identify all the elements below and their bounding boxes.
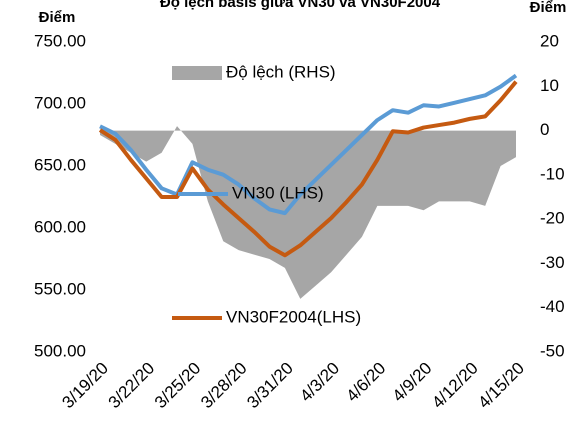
- y-tick-label: 500.00: [34, 341, 86, 360]
- series-line: [99, 73, 518, 216]
- legend-swatch: [172, 66, 222, 80]
- y2-tick-label: -40: [540, 297, 565, 316]
- y-tick-label: 700.00: [34, 93, 86, 112]
- x-tick-label: 3/22/20: [105, 359, 159, 413]
- legend-label: VN30 (LHS): [232, 183, 324, 202]
- x-tick-label: 4/12/20: [428, 359, 482, 413]
- y2-tick-label: -50: [540, 341, 565, 360]
- series-line: [98, 80, 518, 258]
- chart-title: Độ lệch basis giữa VN30 và VN30F2004: [160, 0, 441, 11]
- x-tick-label: 4/15/20: [474, 359, 528, 413]
- legend-label: VN30F2004(LHS): [226, 307, 361, 326]
- y2-tick-label: 20: [540, 31, 559, 50]
- x-tick-label: 4/3/20: [296, 359, 343, 406]
- y2-axis-label: Điểm: [530, 0, 567, 16]
- y2-tick-label: -10: [540, 164, 565, 183]
- legend-label: Độ lệch (RHS): [226, 62, 336, 81]
- y-axis-label: Điểm: [39, 9, 76, 26]
- y2-tick-label: -20: [540, 209, 565, 228]
- y2-tick-label: 0: [540, 120, 549, 139]
- x-tick-label: 3/28/20: [197, 359, 251, 413]
- y-tick-label: 550.00: [34, 279, 86, 298]
- y-tick-label: 750.00: [34, 31, 86, 50]
- y2-tick-label: 10: [540, 76, 559, 95]
- x-tick-label: 3/19/20: [58, 359, 112, 413]
- y-tick-label: 600.00: [34, 217, 86, 236]
- y-tick-label: 650.00: [34, 155, 86, 174]
- x-tick-label: 3/31/20: [243, 359, 297, 413]
- x-tick-label: 4/6/20: [342, 359, 389, 406]
- deviation-area: [100, 126, 516, 299]
- x-tick-label: 3/25/20: [151, 359, 205, 413]
- y2-tick-label: -30: [540, 253, 565, 272]
